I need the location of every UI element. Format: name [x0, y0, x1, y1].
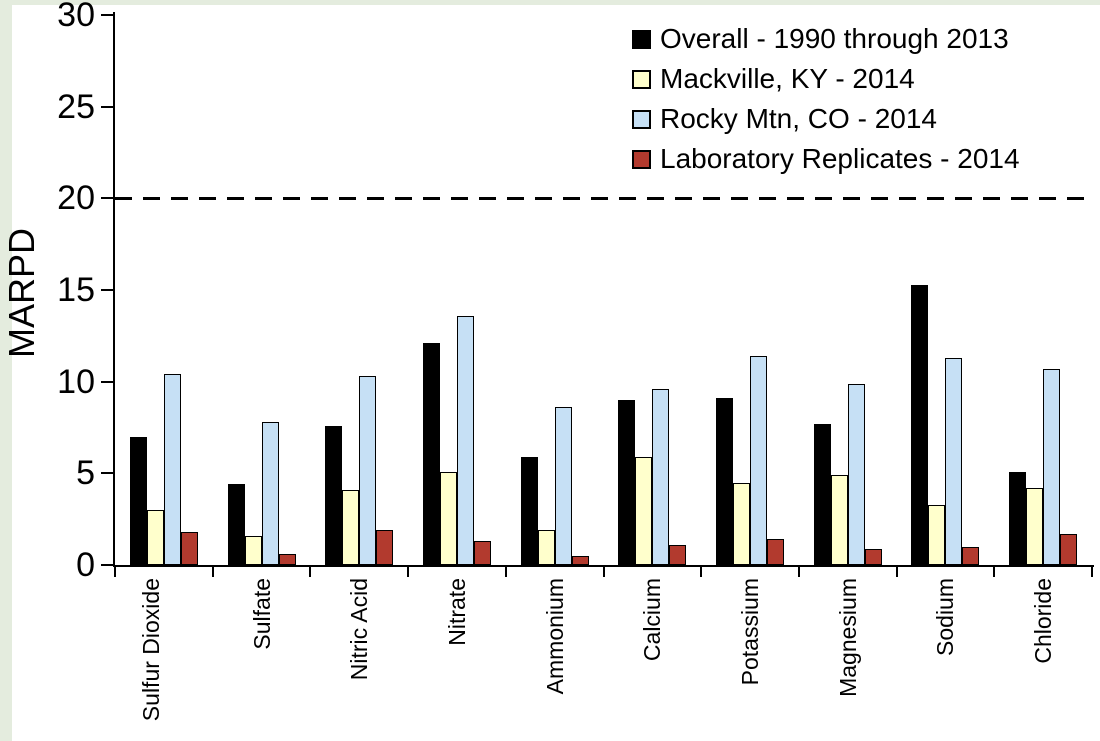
x-axis-tick: [993, 565, 996, 577]
bar-laboratory-replicates-2014: [278, 554, 296, 565]
y-axis-tick: [101, 105, 113, 108]
bar-overall-1990-through-2013: [129, 436, 147, 565]
bar-mackville-ky-2014: [537, 530, 555, 565]
y-axis-tick-label: 20: [57, 179, 95, 218]
x-axis-tick: [407, 565, 410, 577]
bar-rocky-mtn-co-2014: [163, 374, 181, 565]
bar-overall-1990-through-2013: [911, 284, 929, 565]
x-axis-tick: [504, 565, 507, 577]
x-axis-category-label: Sulfur Dioxide: [137, 578, 164, 722]
bar-mackville-ky-2014: [439, 471, 457, 565]
bar-overall-1990-through-2013: [227, 484, 245, 565]
legend: Overall - 1990 through 2013 Mackville, KY…: [632, 22, 1020, 176]
bar-rocky-mtn-co-2014: [652, 389, 670, 565]
bar-laboratory-replicates-2014: [473, 541, 491, 565]
x-axis-tick: [700, 565, 703, 577]
slide-frame-top: [0, 0, 1100, 5]
bar-overall-1990-through-2013: [520, 456, 538, 565]
x-axis-category-label: Sodium: [932, 578, 959, 656]
bar-mackville-ky-2014: [1026, 488, 1044, 565]
x-axis-tick: [1091, 565, 1093, 577]
x-axis-tick: [602, 565, 605, 577]
x-axis-category-label: Ammonium: [541, 578, 568, 695]
legend-item-laboratory-replicates-2014: Laboratory Replicates - 2014: [632, 142, 1020, 176]
x-axis-category-label: Chloride: [1030, 578, 1057, 664]
bar-laboratory-replicates-2014: [376, 530, 394, 565]
bar-laboratory-replicates-2014: [962, 546, 980, 565]
y-axis-tick-label: 5: [76, 454, 95, 493]
legend-label: Mackville, KY - 2014: [660, 63, 915, 94]
bar-laboratory-replicates-2014: [864, 548, 882, 565]
legend-label: Overall - 1990 through 2013: [660, 23, 1009, 54]
bar-overall-1990-through-2013: [1009, 471, 1027, 565]
legend-swatch-icon: [632, 109, 651, 129]
bar-laboratory-replicates-2014: [571, 555, 589, 565]
bar-rocky-mtn-co-2014: [359, 376, 377, 565]
reference-line: [115, 196, 1092, 200]
bar-mackville-ky-2014: [146, 510, 164, 565]
bar-overall-1990-through-2013: [813, 423, 831, 565]
bar-laboratory-replicates-2014: [669, 544, 687, 565]
x-axis-tick: [895, 565, 898, 577]
x-axis-category-label: Potassium: [737, 578, 764, 686]
x-axis-tick: [211, 565, 214, 577]
bar-rocky-mtn-co-2014: [1043, 368, 1061, 565]
legend-swatch-icon: [632, 69, 651, 89]
x-axis-category-label: Calcium: [639, 578, 666, 662]
legend-label: Rocky Mtn, CO - 2014: [660, 103, 937, 134]
y-axis-tick-label: 0: [76, 546, 95, 584]
bar-laboratory-replicates-2014: [767, 539, 785, 565]
bar-overall-1990-through-2013: [716, 398, 734, 565]
legend-item-overall-1990-through-2013: Overall - 1990 through 2013: [632, 22, 1020, 56]
bar-rocky-mtn-co-2014: [847, 383, 865, 565]
y-axis-tick: [101, 564, 113, 566]
x-axis-tick: [309, 565, 312, 577]
x-axis-category-label: Nitric Acid: [346, 578, 373, 681]
x-axis-category-label: Magnesium: [834, 578, 861, 697]
y-axis-tick: [101, 289, 113, 291]
bar-mackville-ky-2014: [733, 482, 751, 565]
bar-laboratory-replicates-2014: [1060, 533, 1078, 565]
y-axis-tick-label: 25: [57, 87, 95, 126]
bar-rocky-mtn-co-2014: [945, 357, 963, 565]
y-axis-tick: [101, 14, 113, 16]
y-axis-tick: [101, 472, 113, 475]
bar-mackville-ky-2014: [830, 475, 848, 565]
x-axis-category-label: Nitrate: [443, 578, 470, 646]
bar-mackville-ky-2014: [928, 504, 946, 565]
slide-frame-left: [0, 0, 12, 741]
legend-item-mackville-ky-2014: Mackville, KY - 2014: [632, 62, 1020, 96]
y-axis-tick-label: 30: [57, 0, 95, 34]
y-axis-tick: [101, 197, 113, 200]
legend-item-rocky-mtn-co-2014: Rocky Mtn, CO - 2014: [632, 102, 1020, 136]
y-axis-tick-label: 10: [57, 362, 95, 401]
bar-mackville-ky-2014: [244, 535, 262, 565]
bar-overall-1990-through-2013: [325, 425, 343, 565]
bar-rocky-mtn-co-2014: [750, 356, 768, 565]
x-axis-tick: [114, 565, 116, 577]
legend-swatch-icon: [632, 149, 651, 169]
bar-rocky-mtn-co-2014: [261, 422, 279, 565]
bar-laboratory-replicates-2014: [180, 532, 198, 565]
y-axis-tick-label: 15: [57, 271, 95, 309]
bar-rocky-mtn-co-2014: [554, 407, 572, 565]
x-axis-tick: [797, 565, 800, 577]
bar-overall-1990-through-2013: [618, 400, 636, 565]
y-axis-tick: [101, 380, 113, 383]
legend-swatch-icon: [632, 29, 651, 49]
legend-label: Laboratory Replicates - 2014: [660, 143, 1020, 174]
bar-rocky-mtn-co-2014: [456, 315, 474, 565]
bar-mackville-ky-2014: [635, 456, 653, 565]
x-axis-category-label: Sulfate: [248, 578, 275, 650]
bar-overall-1990-through-2013: [422, 343, 440, 565]
y-axis-line: [113, 12, 115, 567]
bar-mackville-ky-2014: [342, 489, 360, 565]
